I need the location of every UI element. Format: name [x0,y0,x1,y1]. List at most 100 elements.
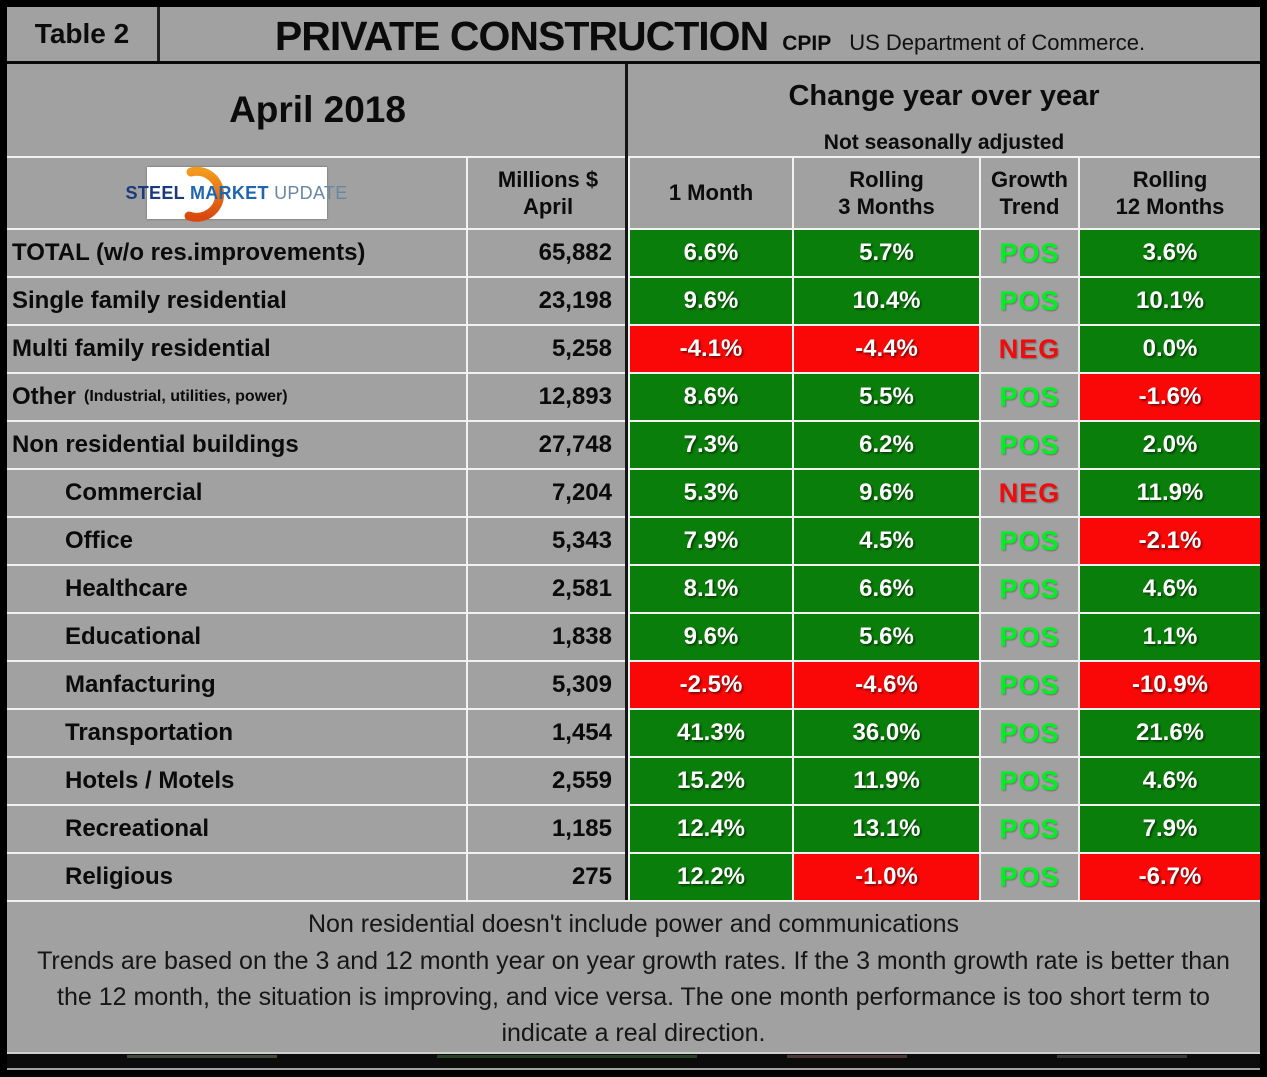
pct-rolling12: 11.9% [1080,470,1260,516]
trend-badge: POS [981,806,1078,852]
pct-1month: 41.3% [630,710,792,756]
trend-badge: POS [981,662,1078,708]
row-label-note: (Industrial, utilities, power) [84,388,288,405]
trend-badge: NEG [981,326,1078,372]
pct-1month: 15.2% [630,758,792,804]
logo-text: STEEL MARKET UPDATE [125,182,347,205]
page-title: PRIVATE CONSTRUCTION [274,13,769,59]
pct-rolling3: 4.5% [794,518,979,564]
pct-rolling3: 36.0% [794,710,979,756]
pct-rolling3: -4.6% [794,662,979,708]
millions-value: 5,258 [468,326,628,372]
col-header-growth-trend: Growth Trend [981,158,1078,228]
pct-rolling3: 6.2% [794,422,979,468]
pct-1month: 12.4% [630,806,792,852]
logo-cell: STEEL MARKET UPDATE [7,158,466,228]
change-cell: Change year over year Not seasonally adj… [628,64,1260,156]
trend-badge: POS [981,278,1078,324]
pct-1month: 9.6% [630,278,792,324]
pct-rolling12: -2.1% [1080,518,1260,564]
pct-rolling3: 5.5% [794,374,979,420]
pct-rolling12: 21.6% [1080,710,1260,756]
row-label: Office [7,518,466,564]
trend-badge: POS [981,710,1078,756]
trend-badge: POS [981,422,1078,468]
millions-value: 7,204 [468,470,628,516]
millions-value: 65,882 [468,230,628,276]
col-header-rolling12: Rolling 12 Months [1080,158,1260,228]
trend-badge: POS [981,614,1078,660]
pct-rolling3: 11.9% [794,758,979,804]
nsa-subtitle: Not seasonally adjusted [823,131,1065,154]
logo-update: UPDATE [274,182,348,203]
pct-1month: -2.5% [630,662,792,708]
millions-value: 1,185 [468,806,628,852]
trend-badge: POS [981,854,1078,900]
pct-rolling12: 3.6% [1080,230,1260,276]
millions-value: 1,838 [468,614,628,660]
row-label: Transportation [7,710,466,756]
pct-rolling12: 10.1% [1080,278,1260,324]
logo-market: MARKET [189,182,269,203]
pct-rolling12: 4.6% [1080,566,1260,612]
pct-1month: 8.6% [630,374,792,420]
row-label: TOTAL (w/o res.improvements) [7,230,466,276]
row-label: Hotels / Motels [7,758,466,804]
trend-badge: POS [981,230,1078,276]
period-title: April 2018 [229,89,406,130]
millions-value: 23,198 [468,278,628,324]
row-label: Religious [7,854,466,900]
pct-rolling3: 6.6% [794,566,979,612]
period-band: April 2018 Change year over year Not sea… [7,64,1260,158]
row-label: Manfacturing [7,662,466,708]
millions-value: 2,581 [468,566,628,612]
footer: Non residential doesn't include power an… [7,900,1260,1052]
data-table: STEEL MARKET UPDATE Millions $ April 1 Mo… [7,158,1260,900]
title-main: PRIVATE CONSTRUCTION CPIP US Department … [160,7,1260,61]
logo-swoosh-icon [184,166,224,222]
pct-rolling12: -10.9% [1080,662,1260,708]
row-label: Recreational [7,806,466,852]
millions-value: 2,559 [468,758,628,804]
row-label: Healthcare [7,566,466,612]
millions-value: 12,893 [468,374,628,420]
table-number: Table 2 [7,7,160,61]
cropped-next-table-strip [7,1052,1260,1068]
trend-badge: POS [981,758,1078,804]
title-row: Table 2 PRIVATE CONSTRUCTION CPIP US Dep… [7,7,1260,64]
trend-badge: POS [981,374,1078,420]
row-label: Multi family residential [7,326,466,372]
pct-1month: 12.2% [630,854,792,900]
pct-rolling3: 10.4% [794,278,979,324]
millions-value: 5,309 [468,662,628,708]
logo-steel: STEEL [125,182,185,203]
footer-trend-explanation: Trends are based on the 3 and 12 month y… [37,947,1230,1047]
pct-rolling12: -6.7% [1080,854,1260,900]
pct-rolling3: -1.0% [794,854,979,900]
row-label: Other (Industrial, utilities, power) [7,374,466,420]
change-title: Change year over year [788,80,1100,112]
millions-value: 27,748 [468,422,628,468]
pct-rolling12: 0.0% [1080,326,1260,372]
millions-value: 275 [468,854,628,900]
pct-1month: 8.1% [630,566,792,612]
pct-rolling3: 5.6% [794,614,979,660]
pct-rolling3: 5.7% [794,230,979,276]
trend-badge: POS [981,566,1078,612]
pct-rolling12: 4.6% [1080,758,1260,804]
row-label: Single family residential [7,278,466,324]
pct-rolling3: 9.6% [794,470,979,516]
millions-value: 5,343 [468,518,628,564]
pct-1month: 7.9% [630,518,792,564]
smu-logo: STEEL MARKET UPDATE [125,166,347,222]
row-label: Educational [7,614,466,660]
center-divider [625,64,628,900]
pct-rolling12: -1.6% [1080,374,1260,420]
pct-1month: 7.3% [630,422,792,468]
row-label: Non residential buildings [7,422,466,468]
row-label: Commercial [7,470,466,516]
source-label: US Department of Commerce. [849,30,1146,55]
cpip-label: CPIP [782,32,832,55]
pct-rolling3: 13.1% [794,806,979,852]
